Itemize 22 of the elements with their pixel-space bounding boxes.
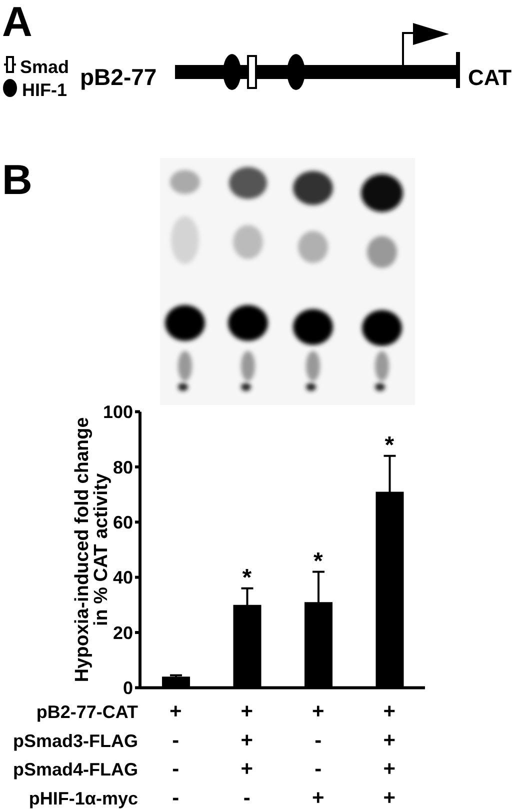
text: pB2-77-CAT — [36, 702, 138, 722]
text: CAT — [468, 65, 512, 90]
y-tick-label: 80 — [112, 457, 133, 478]
text: pSmad3-FLAG — [12, 730, 138, 751]
y-tick-label: 60 — [112, 512, 133, 532]
y-tick-label: 40 — [112, 568, 133, 588]
y-tick-label: 0 — [122, 678, 133, 698]
text: A — [2, 0, 32, 45]
annotation: * — [242, 564, 252, 592]
x-tick-label: + - - - — [169, 700, 182, 809]
x-tick-label: + + + - — [240, 700, 254, 809]
annotation: * — [384, 432, 395, 459]
text: Smad — [20, 57, 70, 77]
annotation: * — [313, 548, 324, 575]
text: pSmad4-FLAG — [12, 760, 138, 780]
y-tick-label: 20 — [112, 622, 133, 643]
text: HIF-1 — [22, 80, 67, 100]
x-tick-label: + + + + — [383, 700, 396, 809]
text: B — [2, 156, 32, 203]
text: pHIF-1α-myc — [28, 788, 138, 808]
text: pB2-77 — [80, 64, 157, 90]
x-tick-label: + - - + — [312, 700, 324, 809]
